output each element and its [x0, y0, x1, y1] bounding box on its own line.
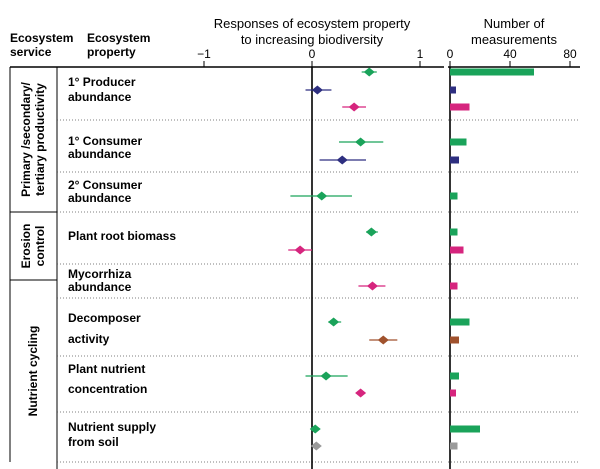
bar-title-line1: Number of	[484, 16, 545, 31]
property-label-line: 1° Producer	[68, 75, 136, 89]
measurement-bar	[450, 442, 458, 450]
measurement-bar	[450, 228, 458, 236]
bar-title-line2: measurements	[471, 32, 557, 47]
effect-diamond	[310, 441, 322, 451]
property-label-line: abundance	[68, 147, 132, 161]
property-label-line: 1° Consumer	[68, 134, 142, 148]
property-label-line: abundance	[68, 191, 132, 205]
measurement-bar	[450, 86, 456, 94]
effect-diamond	[311, 85, 323, 95]
forest-plot: −1 0 1	[197, 47, 424, 469]
forest-title-line1: Responses of ecosystem property	[214, 16, 411, 31]
row-labels: Primary /secondary/tertiary productivity…	[19, 75, 176, 449]
effect-diamond	[309, 424, 321, 434]
effect-diamond	[355, 388, 367, 398]
property-label-line: activity	[68, 332, 110, 346]
forest-tick-label: −1	[197, 47, 211, 61]
property-label-line: 2° Consumer	[68, 178, 142, 192]
property-label-line: concentration	[68, 382, 147, 396]
measurement-bar	[450, 336, 459, 344]
figure-header: Ecosystem service Ecosystem property Res…	[10, 16, 557, 59]
measurement-bar	[450, 68, 534, 76]
property-label-line: Decomposer	[68, 311, 141, 325]
service-label: Erosion control	[19, 224, 47, 269]
header-ecosystem-service-line2: service	[10, 45, 52, 59]
service-label-line: Erosion	[19, 224, 33, 269]
bar-tick-label: 80	[563, 47, 577, 61]
service-label-line: control	[33, 226, 47, 267]
property-label-line: Nutrient supply	[68, 420, 156, 434]
effect-diamond	[328, 317, 340, 327]
service-label: Primary /secondary/tertiary productivity	[19, 81, 47, 196]
header-ecosystem-service-line1: Ecosystem	[10, 31, 73, 45]
effect-diamond	[336, 155, 348, 165]
service-label-line: Primary /secondary/	[19, 81, 33, 196]
effect-diamond	[348, 102, 360, 112]
service-label: Nutrient cycling	[26, 326, 40, 417]
measurement-bar	[450, 282, 458, 290]
measurement-bar	[450, 103, 470, 111]
header-ecosystem-property-line1: Ecosystem	[87, 31, 150, 45]
service-label-line: Nutrient cycling	[26, 326, 40, 417]
service-label-line: tertiary productivity	[33, 83, 47, 196]
measurement-bar	[450, 389, 456, 397]
measurement-bar	[450, 372, 459, 380]
effect-diamond	[377, 335, 389, 345]
bar-plot: 0 40 80	[447, 47, 577, 469]
measurement-bar	[450, 246, 464, 254]
measurement-bar	[450, 318, 470, 326]
bar-tick-label: 0	[447, 47, 454, 61]
property-label-line: abundance	[68, 280, 132, 294]
property-label-line: Plant nutrient	[68, 362, 145, 376]
effect-diamond	[316, 191, 328, 201]
property-label-line: Plant root biomass	[68, 229, 176, 243]
effect-diamond	[363, 67, 375, 77]
effect-diamond	[355, 137, 367, 147]
property-label-line: Mycorrhiza	[68, 267, 132, 281]
table-frame	[9, 66, 580, 469]
bar-tick-label: 40	[503, 47, 517, 61]
effect-diamond	[294, 245, 306, 255]
forest-tick-label: 0	[309, 47, 316, 61]
header-ecosystem-property-line2: property	[87, 45, 136, 59]
property-label-line: from soil	[68, 435, 119, 449]
forest-tick-label: 1	[417, 47, 424, 61]
property-label-line: abundance	[68, 90, 132, 104]
measurement-bar	[450, 138, 467, 146]
effect-diamond	[366, 281, 378, 291]
effect-diamond	[320, 371, 332, 381]
measurement-bar	[450, 425, 480, 433]
measurement-bar	[450, 192, 458, 200]
forest-title-line2: to increasing biodiversity	[241, 32, 384, 47]
effect-diamond	[365, 227, 377, 237]
measurement-bar	[450, 156, 459, 164]
